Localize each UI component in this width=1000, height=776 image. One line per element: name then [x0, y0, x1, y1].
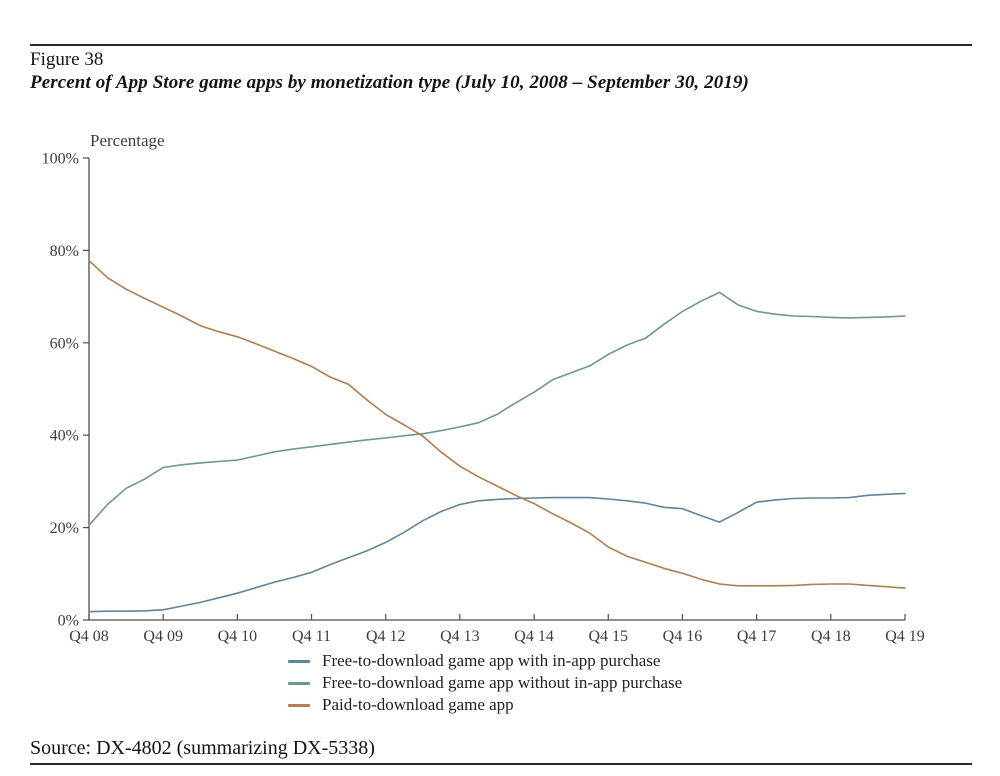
legend-label: Paid-to-download game app: [322, 695, 514, 714]
source-note: Source: DX-4802 (summarizing DX-5338): [30, 737, 375, 759]
y-tick-label: 100%: [42, 151, 79, 168]
legend-swatch-paid: [288, 703, 310, 707]
series-line-free_with_iap: [88, 492, 906, 613]
x-tick-label: Q4 15: [588, 628, 628, 645]
legend-label: Free-to-download game app without in-app…: [322, 673, 683, 692]
x-tick-label: Q4 09: [143, 628, 183, 645]
x-tick-label: Q4 14: [514, 628, 554, 645]
legend-swatch-free-with-iap: [288, 659, 310, 663]
legend: Free-to-download game app with in-app pu…: [288, 650, 682, 716]
series-line-paid: [88, 259, 906, 589]
y-axis-title: Percentage: [90, 131, 165, 150]
y-tick-label: 60%: [50, 335, 79, 352]
bottom-rule: [30, 763, 972, 765]
figure-label: Figure 38: [30, 49, 104, 70]
x-tick-label: Q4 08: [69, 628, 109, 645]
y-tick-label: 40%: [50, 428, 79, 445]
top-rule: [30, 44, 972, 46]
x-tick-label: Q4 17: [737, 628, 777, 645]
y-tick-label: 20%: [50, 520, 79, 537]
figure-title: Percent of App Store game apps by moneti…: [30, 72, 749, 93]
x-tick-label: Q4 16: [663, 628, 703, 645]
legend-item: Free-to-download game app with in-app pu…: [288, 650, 682, 672]
x-tick-label: Q4 18: [811, 628, 851, 645]
x-tick-label: Q4 10: [218, 628, 258, 645]
x-tick-label: Q4 11: [292, 628, 331, 645]
y-tick-label: 80%: [50, 243, 79, 260]
legend-item: Paid-to-download game app: [288, 694, 682, 716]
x-tick-label: Q4 12: [366, 628, 406, 645]
legend-label: Free-to-download game app with in-app pu…: [322, 651, 661, 670]
x-tick-label: Q4 19: [885, 628, 925, 645]
legend-swatch-free-without-iap: [288, 681, 310, 685]
legend-item: Free-to-download game app without in-app…: [288, 672, 682, 694]
x-tick-label: Q4 13: [440, 628, 480, 645]
y-tick-label: 0%: [58, 613, 79, 630]
series-line-free_without_iap: [88, 291, 906, 527]
